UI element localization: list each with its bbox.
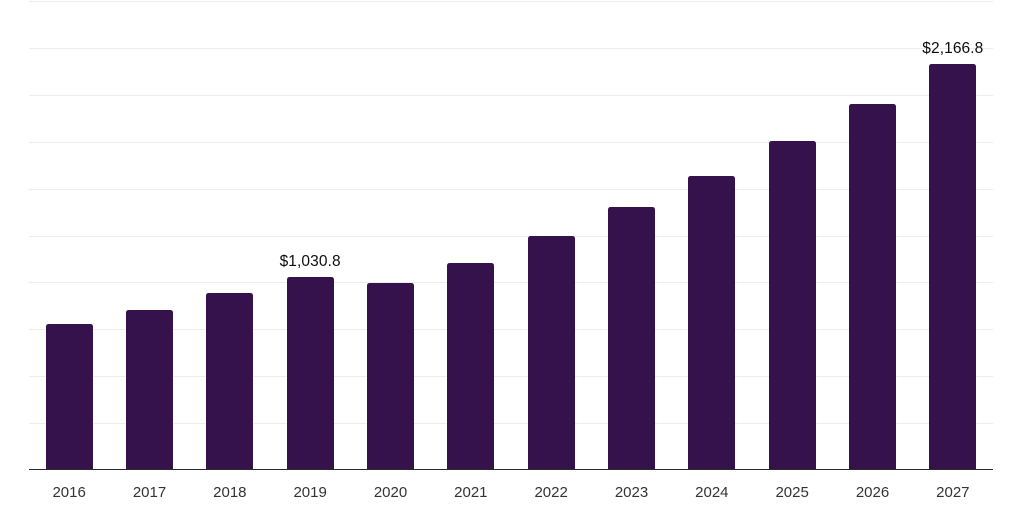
bar-2016[interactable] [45,323,93,470]
gridline [29,141,993,143]
x-axis-label-2027: 2027 [936,484,970,501]
x-axis-label-2016: 2016 [52,484,86,501]
x-axis-label-2019: 2019 [293,484,327,501]
bar-2027[interactable] [929,63,977,470]
gridline [29,235,993,237]
gridline [29,329,993,331]
bar-2026[interactable] [849,103,896,470]
bar-2024[interactable] [688,176,736,470]
x-axis-label-2017: 2017 [132,484,167,501]
gridline [29,423,993,425]
bar-2018[interactable] [206,293,254,470]
bar-2022[interactable] [527,236,575,470]
bar-2025[interactable] [768,141,816,470]
x-axis-label-2018: 2018 [213,484,247,501]
bar-value-label: $1,030.8 [279,252,341,270]
x-axis-label-2025: 2025 [775,484,809,501]
gridline [29,376,993,378]
plot-area: $1,030.8 $2,166.8 [29,1,993,470]
x-axis-label-2026: 2026 [855,484,890,501]
gridline [29,188,993,190]
x-axis-label-2020: 2020 [373,484,408,501]
x-axis-label-2024: 2024 [695,484,729,501]
bar-2020[interactable] [367,282,414,470]
gridline [29,282,993,284]
bar-2023[interactable] [608,206,655,470]
bar-2017[interactable] [126,309,173,470]
x-axis-line [29,468,993,470]
gridline [29,94,993,96]
gridline [29,1,993,2]
bar-2019[interactable] [286,276,334,470]
x-axis-label-2023: 2023 [614,484,649,501]
gridline [29,47,993,49]
x-axis-label-2021: 2021 [454,484,488,501]
bar-2021[interactable] [447,262,495,470]
x-axis-label-2022: 2022 [534,484,568,501]
bar-value-label: $2,166.8 [922,39,984,57]
